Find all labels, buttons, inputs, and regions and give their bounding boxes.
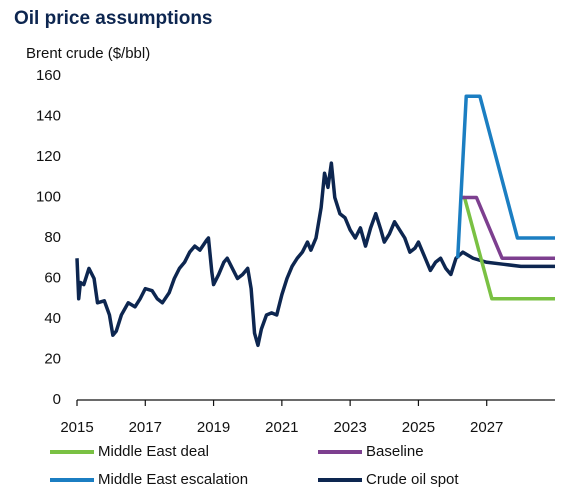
x-tick-label: 2023 <box>333 419 366 436</box>
series-line <box>461 195 555 301</box>
legend-label: Middle East deal <box>98 443 209 460</box>
x-tick-label: 2021 <box>265 419 298 436</box>
x-tick-label: 2025 <box>402 419 435 436</box>
y-tick-label: 20 <box>44 350 61 367</box>
legend-label: Crude oil spot <box>366 471 459 488</box>
y-tick-label: 80 <box>44 229 61 246</box>
x-tick-label: 2017 <box>129 419 162 436</box>
y-tick-label: 120 <box>36 148 61 165</box>
y-tick-label: 60 <box>44 269 61 286</box>
x-tick-label: 2015 <box>60 419 93 436</box>
y-tick-label: 0 <box>53 391 61 408</box>
y-tick-label: 100 <box>36 188 61 205</box>
y-tick-label: 40 <box>44 310 61 327</box>
legend-label: Middle East escalation <box>98 471 248 488</box>
series-line <box>75 161 555 348</box>
chart-title: Oil price assumptions <box>14 8 213 29</box>
x-tick-label: 2027 <box>470 419 503 436</box>
series-line <box>461 195 555 260</box>
y-tick-label: 160 <box>36 67 61 84</box>
y-axis-label: Brent crude ($/bbl) <box>26 45 150 62</box>
y-tick-label: 140 <box>36 107 61 124</box>
legend-label: Baseline <box>366 443 424 460</box>
series-line <box>455 94 555 259</box>
x-tick-label: 2019 <box>197 419 230 436</box>
